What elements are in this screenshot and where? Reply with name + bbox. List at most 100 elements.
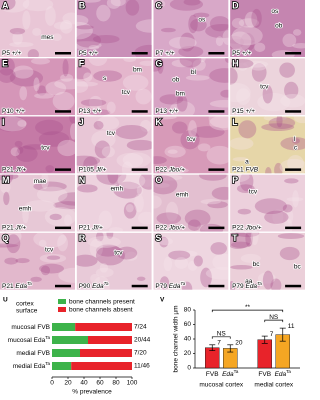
tissue-texture <box>45 81 67 96</box>
tissue-texture <box>123 202 137 219</box>
tissue-texture <box>94 140 111 159</box>
category: medial Eda <box>13 363 46 370</box>
tissue-texture <box>282 204 293 213</box>
micrograph-panel <box>76 0 152 57</box>
tissue-texture <box>154 182 170 188</box>
tissue-texture <box>49 213 62 221</box>
x-tick-label: 60 <box>96 380 104 387</box>
tissue-texture <box>12 31 23 45</box>
tissue-texture <box>164 145 186 158</box>
tissue-texture <box>69 123 75 140</box>
scale-bar <box>208 226 225 230</box>
scale-bar <box>55 226 71 230</box>
tissue-texture <box>40 265 51 276</box>
tissue-texture <box>44 207 75 227</box>
genotype: Eda <box>92 283 104 290</box>
tissue-texture <box>64 214 72 226</box>
tissue <box>230 58 305 116</box>
category: medial FVB <box>16 350 50 357</box>
n-label: 7 <box>270 331 274 338</box>
scale-bar <box>131 226 148 230</box>
tissue-texture <box>180 130 200 150</box>
tissue <box>230 174 305 232</box>
stage-label: P21 Jf/+ <box>79 224 103 231</box>
tissue-texture <box>135 19 152 33</box>
tissue-texture <box>113 181 142 199</box>
tissue-texture <box>88 45 100 50</box>
stage-label: P10 +/+ <box>2 108 25 115</box>
tissue-texture <box>139 60 152 66</box>
stage: P79 <box>155 283 167 290</box>
tissue-texture <box>96 174 127 185</box>
tissue-texture <box>240 253 261 263</box>
panel-letter: O <box>155 175 162 185</box>
tissue <box>230 116 305 174</box>
annotation: bc <box>294 264 302 271</box>
tissue <box>76 232 152 290</box>
tissue-texture <box>92 34 120 44</box>
tissue-texture <box>220 89 229 98</box>
genotype: Jbo/+ <box>168 224 185 231</box>
annotation: aa <box>245 278 253 285</box>
tissue-texture <box>240 32 255 52</box>
tissue-texture <box>292 43 305 49</box>
tissue-texture <box>96 4 111 22</box>
tissue-texture <box>209 68 229 83</box>
stage-label: P5 +/+ <box>2 50 21 57</box>
bracket <box>211 336 231 339</box>
tissue-texture <box>199 58 206 63</box>
tissue-texture <box>230 232 251 250</box>
tissue-texture <box>287 155 304 172</box>
tissue-texture <box>271 50 295 57</box>
tissue-texture <box>38 131 70 147</box>
tissue-texture <box>39 263 64 274</box>
tissue-texture <box>90 273 100 284</box>
tissue-texture <box>95 267 114 278</box>
stage-label: P90 EdaTa <box>79 280 109 289</box>
micrograph-panel <box>0 232 75 290</box>
tissue-texture <box>153 174 183 181</box>
tissue-texture <box>58 192 75 206</box>
micrograph-panel <box>0 58 75 116</box>
tissue-texture <box>209 16 229 32</box>
tissue-texture <box>97 116 120 131</box>
panel-letter: D <box>232 0 239 10</box>
tissue-texture <box>87 109 111 116</box>
significance-bracket: ** <box>211 304 284 313</box>
tissue-texture <box>80 99 107 107</box>
stage-label: P22 Jbo/+ <box>155 166 185 173</box>
x-tick-label: EdaTa <box>275 369 292 378</box>
stage-label: P21 FVB <box>232 166 259 173</box>
tissue-texture <box>116 246 138 260</box>
tissue-texture <box>0 243 19 248</box>
tissue-texture <box>77 0 101 3</box>
micrograph <box>230 0 305 57</box>
tissue-texture <box>53 201 75 210</box>
annotation: a <box>245 159 249 166</box>
bar-segment <box>52 362 72 370</box>
tissue-texture <box>134 193 144 213</box>
tissue-texture <box>179 250 198 257</box>
annotation: emh <box>176 191 189 198</box>
superscript: Ta <box>45 335 50 340</box>
scale-bar <box>131 284 148 288</box>
tissue-texture <box>156 212 182 225</box>
tissue <box>230 0 305 57</box>
tissue-texture <box>83 163 92 174</box>
tissue-texture <box>181 281 193 290</box>
tissue-texture <box>125 0 140 16</box>
panel-letter: H <box>232 59 239 69</box>
tissue-texture <box>251 8 262 28</box>
panel-letter: A <box>2 0 9 10</box>
panel-letter: C <box>155 0 162 10</box>
genotype: +/+ <box>12 50 22 57</box>
tissue-texture <box>69 116 75 124</box>
tissue-texture <box>280 137 305 151</box>
annotation: emh <box>19 206 32 213</box>
stage-label: P21 Jf/+ <box>2 224 26 231</box>
stage: P7 <box>155 50 163 57</box>
legend-swatch <box>58 307 66 312</box>
stage-label: P7 +/+ <box>155 50 174 57</box>
tissue-texture <box>76 41 102 50</box>
annotation: tcv <box>122 89 131 96</box>
